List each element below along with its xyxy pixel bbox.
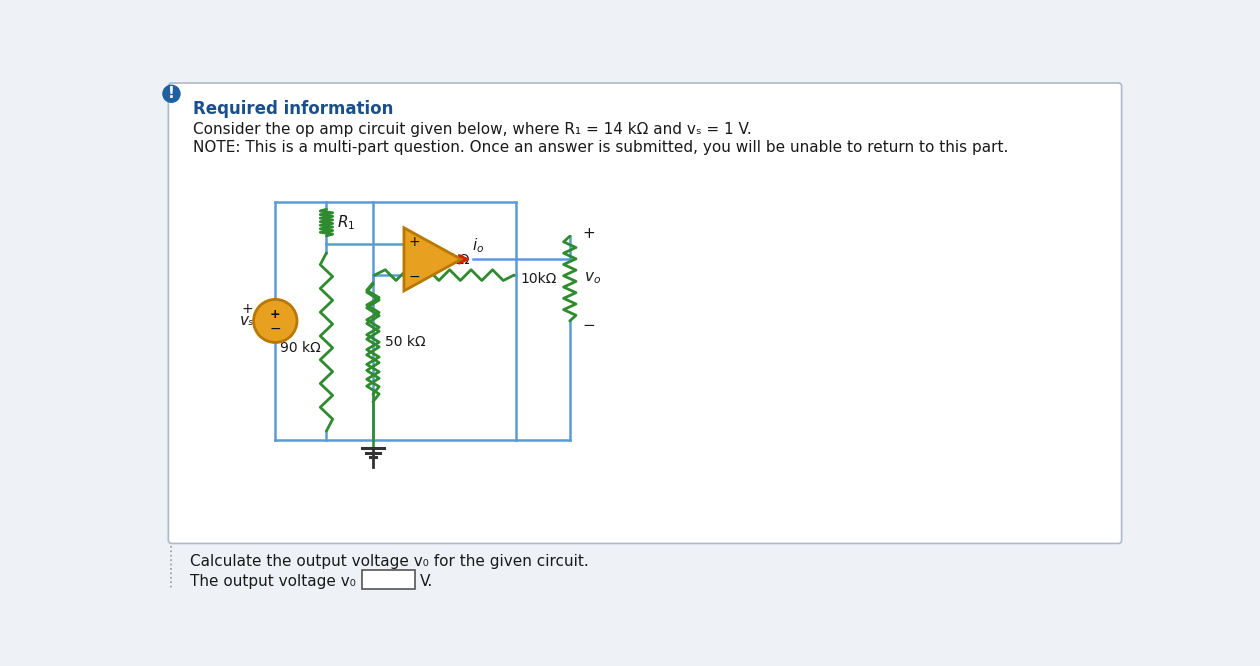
Text: +: +: [410, 234, 421, 248]
Circle shape: [163, 85, 180, 103]
Text: NOTE: This is a multi-part question. Once an answer is submitted, you will be un: NOTE: This is a multi-part question. Onc…: [193, 140, 1008, 155]
Text: 50 kΩ: 50 kΩ: [384, 335, 425, 349]
Text: +: +: [242, 302, 253, 316]
Text: $v_o$: $v_o$: [583, 271, 601, 286]
Text: −: −: [582, 318, 595, 333]
Text: Required information: Required information: [193, 100, 393, 118]
Text: The output voltage v₀ is: The output voltage v₀ is: [190, 573, 373, 589]
Text: Consider the op amp circuit given below, where R₁ = 14 kΩ and vₛ = 1 V.: Consider the op amp circuit given below,…: [193, 123, 752, 137]
Text: vₛ: vₛ: [239, 314, 255, 328]
Text: 10kΩ: 10kΩ: [520, 272, 557, 286]
Text: 100 kΩ: 100 kΩ: [420, 252, 469, 266]
Text: Calculate the output voltage v₀ for the given circuit.: Calculate the output voltage v₀ for the …: [190, 553, 588, 569]
Polygon shape: [404, 228, 461, 291]
FancyBboxPatch shape: [362, 570, 415, 589]
Text: −: −: [410, 270, 421, 284]
Text: +: +: [582, 226, 595, 240]
Text: −: −: [270, 322, 281, 336]
Text: $R_1$: $R_1$: [338, 213, 355, 232]
Text: +: +: [270, 308, 281, 320]
FancyBboxPatch shape: [169, 83, 1121, 543]
Text: V.: V.: [420, 573, 432, 589]
Circle shape: [253, 300, 297, 342]
Text: !: !: [168, 87, 175, 101]
Text: 90 kΩ: 90 kΩ: [280, 341, 320, 355]
Text: $i_o$: $i_o$: [472, 236, 485, 255]
